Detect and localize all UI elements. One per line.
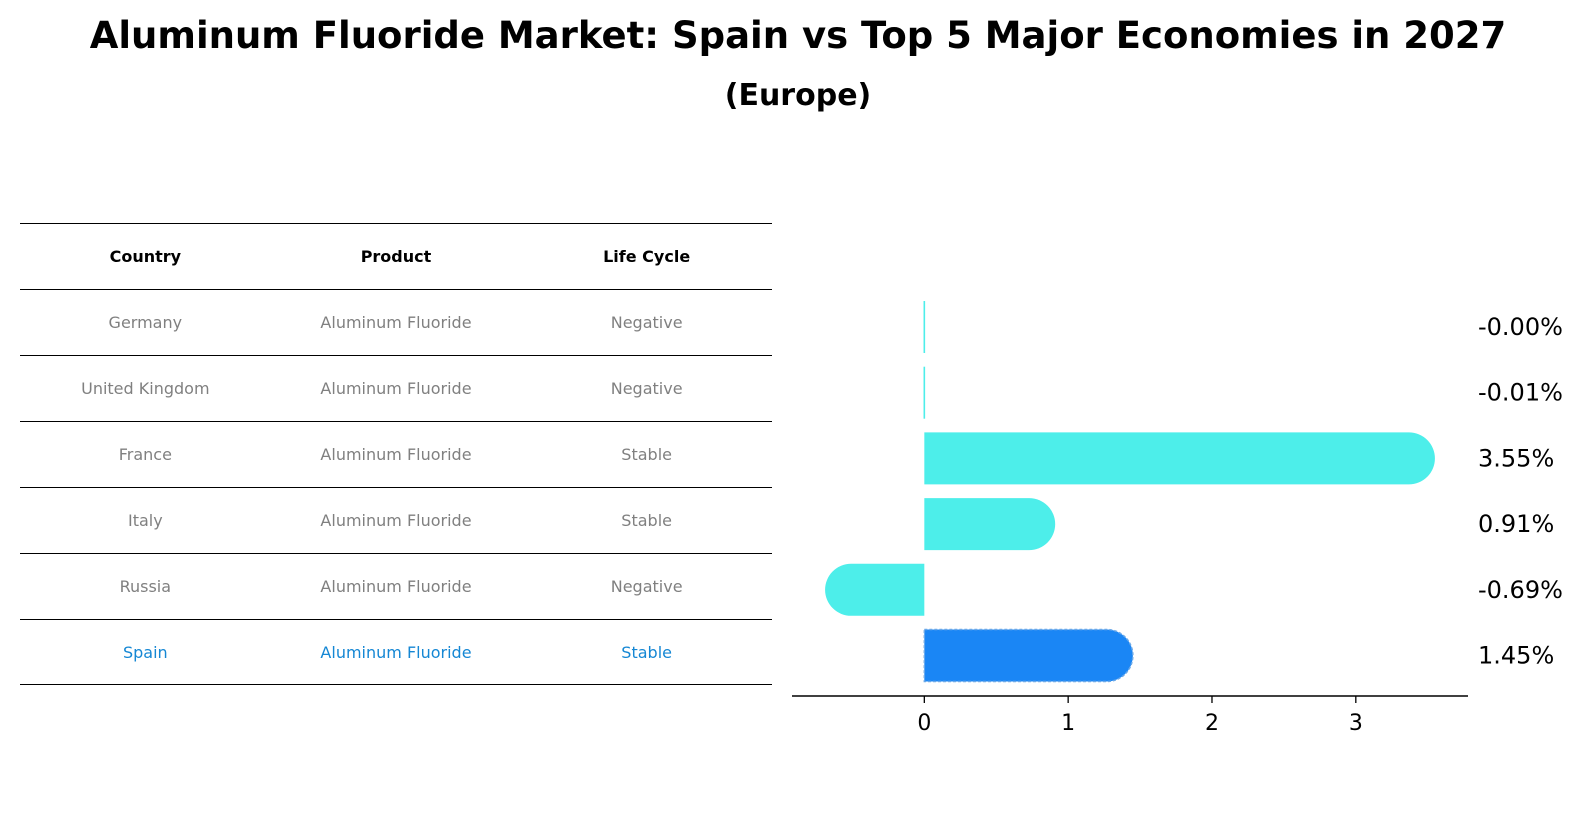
bar-value-label: 0.91% — [1478, 510, 1554, 538]
table-row: Italy Aluminum Fluoride Stable — [20, 487, 772, 553]
bar-value-label: -0.01% — [1478, 379, 1563, 407]
x-tick-label: 2 — [1205, 711, 1219, 736]
table-row-highlighted: Spain Aluminum Fluoride Stable — [20, 619, 772, 685]
bar-germany — [923, 301, 926, 353]
chart-subtitle: (Europe) — [724, 78, 872, 113]
life-cycle-cell: Negative — [610, 577, 683, 596]
table-row: United Kingdom Aluminum Fluoride Negativ… — [20, 355, 772, 421]
life-cycle-cell: Negative — [610, 313, 683, 332]
life-cycle-cell: Stable — [621, 642, 672, 662]
country-cell: Russia — [119, 577, 172, 596]
bar-italy — [924, 498, 1056, 551]
bar-value-label: -0.69% — [1478, 576, 1563, 604]
product-cell: Aluminum Fluoride — [320, 642, 472, 662]
table-header-row: Country Product Life Cycle — [20, 223, 772, 289]
life-cycle-cell: Stable — [621, 511, 672, 530]
product-cell: Aluminum Fluoride — [320, 511, 472, 530]
country-cell: Italy — [127, 511, 163, 530]
life-cycle-cell: Negative — [610, 379, 683, 398]
chart-title: Aluminum Fluoride Market: Spain vs Top 5… — [89, 14, 1507, 57]
product-cell: Aluminum Fluoride — [320, 445, 472, 464]
bar-russia — [825, 563, 925, 616]
bar-value-label: 1.45% — [1478, 642, 1554, 670]
country-cell: United Kingdom — [81, 379, 210, 398]
bar-value-label: -0.00% — [1478, 313, 1563, 341]
product-cell: Aluminum Fluoride — [320, 379, 472, 398]
x-tick-label: 1 — [1061, 711, 1075, 736]
country-cell: Spain — [122, 642, 168, 662]
bar-spain — [923, 628, 1134, 683]
product-cell: Aluminum Fluoride — [320, 313, 472, 332]
x-tick-label: 3 — [1349, 711, 1363, 736]
product-cell: Aluminum Fluoride — [320, 577, 472, 596]
bar-united-kingdom — [923, 366, 926, 419]
data-table: Country Product Life Cycle Germany Alumi… — [20, 223, 772, 685]
life-cycle-cell: Stable — [621, 445, 672, 464]
bar-value-label: 3.55% — [1478, 444, 1554, 472]
country-cell: France — [118, 445, 172, 464]
column-header: Country — [109, 247, 182, 266]
x-tick-label: 0 — [917, 711, 931, 736]
table-row: France Aluminum Fluoride Stable — [20, 421, 772, 487]
bar-france — [924, 432, 1435, 485]
country-cell: Germany — [108, 313, 183, 332]
table-row: Germany Aluminum Fluoride Negative — [20, 289, 772, 355]
column-header: Life Cycle — [603, 247, 691, 266]
table-row: Russia Aluminum Fluoride Negative — [20, 553, 772, 619]
column-header: Product — [360, 247, 432, 266]
